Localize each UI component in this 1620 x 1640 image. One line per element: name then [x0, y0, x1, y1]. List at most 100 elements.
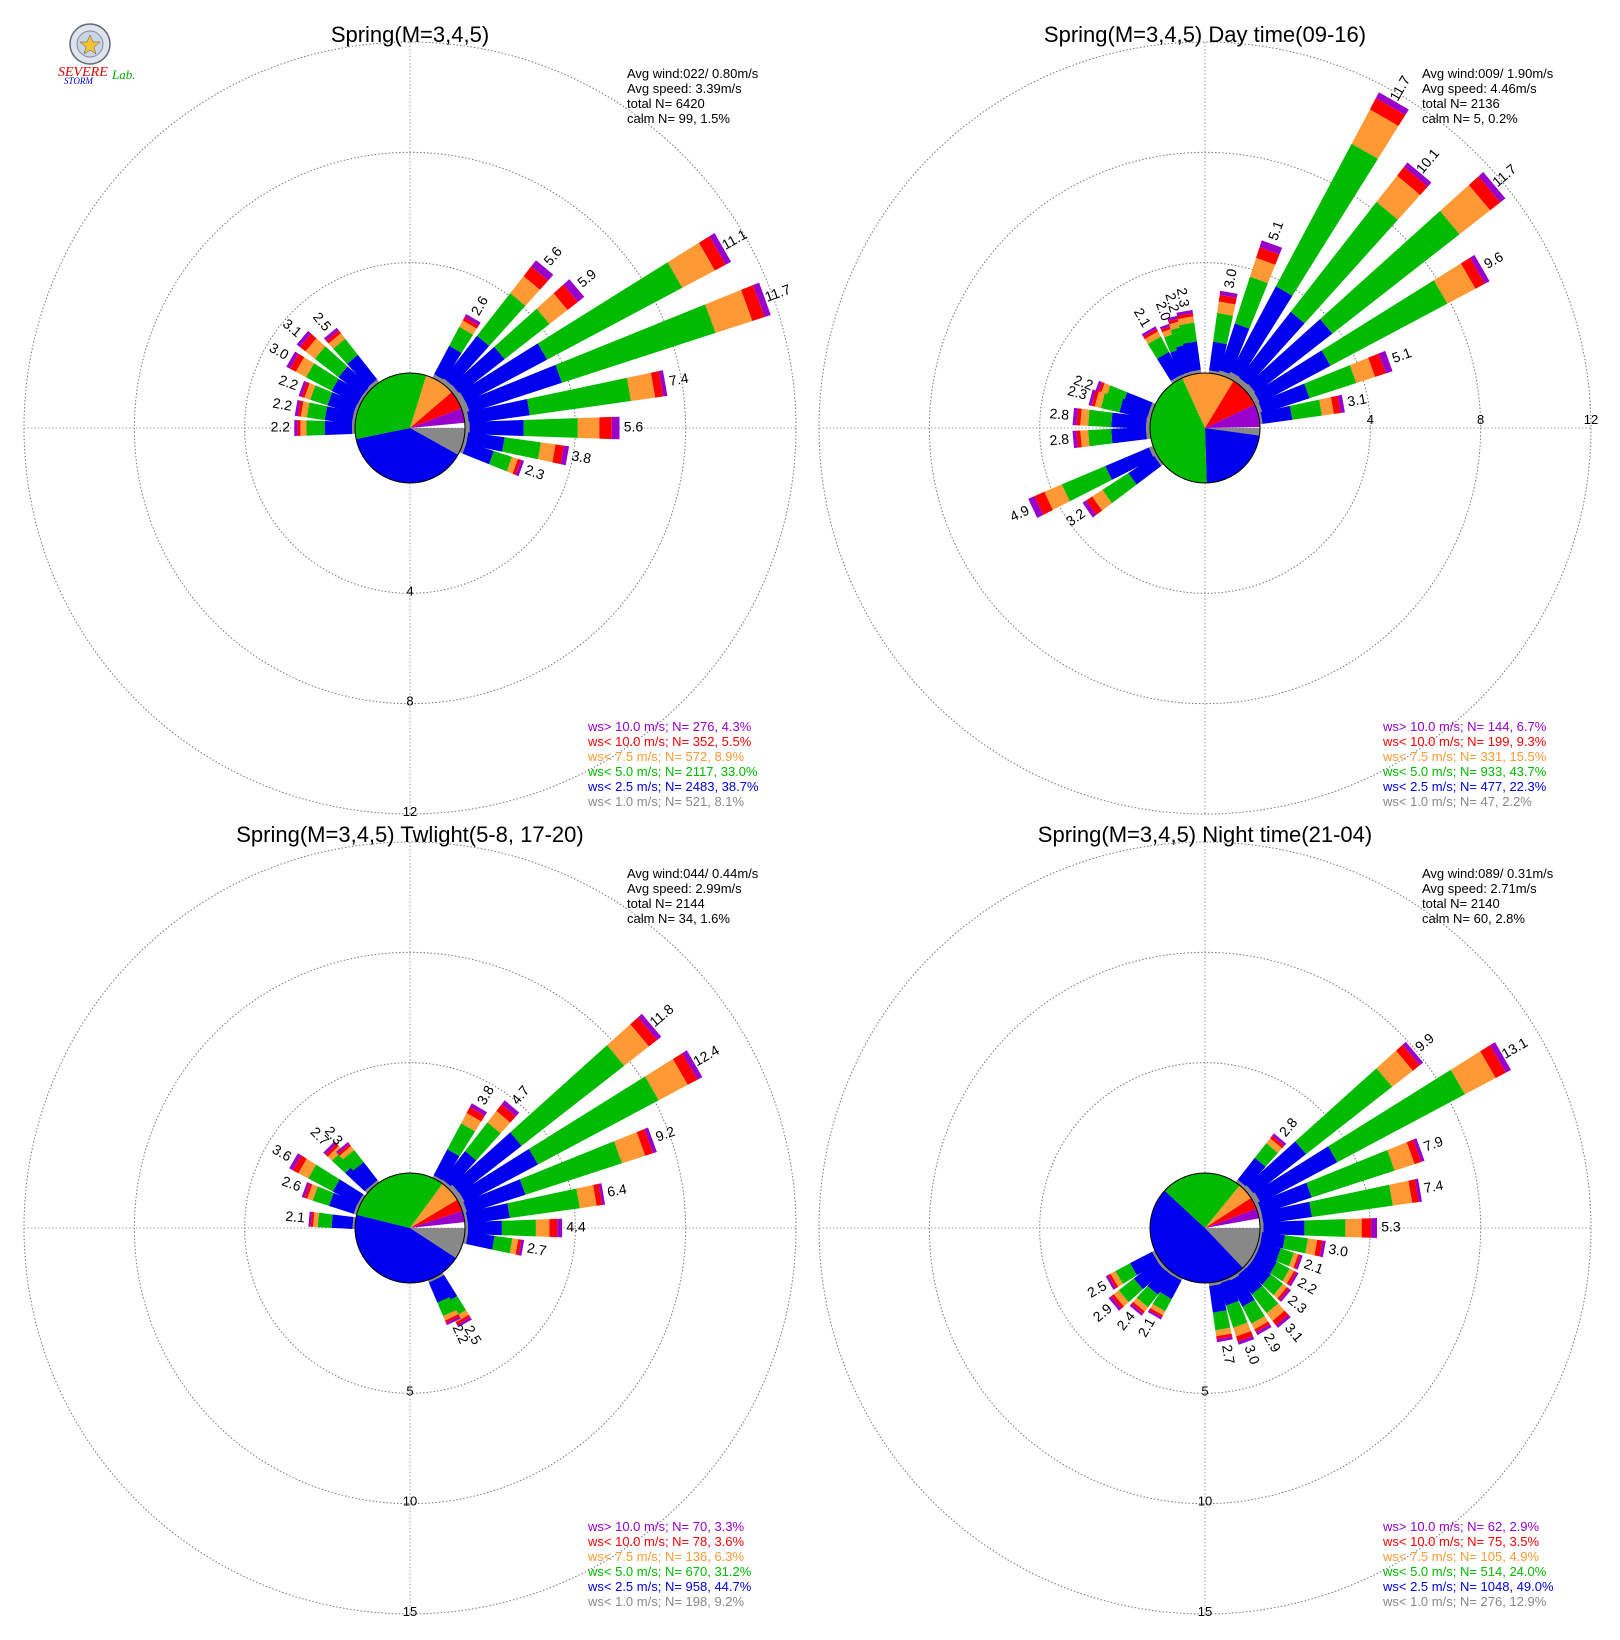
spoke-90-ws_lt7_5	[1345, 1218, 1362, 1238]
spoke-70-ws_gt10	[753, 282, 771, 317]
spoke-label: 3.0	[1242, 1343, 1264, 1367]
spoke-50-ws_lt10	[630, 1017, 658, 1047]
spoke-110-ws_lt1	[1254, 1241, 1261, 1254]
spoke-90-ws_lt1	[465, 1222, 468, 1234]
spoke-label: 3.0	[1327, 1241, 1349, 1260]
center-sector-ws_lt10	[1205, 381, 1255, 428]
spoke-40-ws_gt10	[1272, 1133, 1287, 1146]
spoke-30-ws_lt5	[449, 326, 474, 353]
spoke-50-ws_lt5	[1295, 1068, 1393, 1155]
center-sector-ws_lt7_5	[410, 375, 452, 428]
spoke-90-ws_lt10	[549, 1218, 558, 1238]
spoke-label: 2.4	[1113, 1308, 1138, 1333]
spoke-270-ws_lt7_5	[300, 420, 307, 436]
spoke-40-ws_lt5	[465, 1122, 501, 1161]
spoke-150-ws_gt10	[457, 1317, 472, 1328]
legend-ws_lt7_5: ws< 7.5 m/s; N= 572, 8.9%	[587, 749, 745, 764]
ring-label: 4	[406, 583, 413, 598]
spoke-140-ws_gt10	[1275, 1314, 1291, 1328]
spoke-60-ws_lt2_5	[459, 343, 548, 403]
spoke-310-ws_lt5	[314, 346, 348, 378]
center-pie	[354, 1172, 466, 1284]
spoke-60-ws_lt7_5	[667, 242, 715, 288]
spoke-60-ws_lt5	[537, 262, 683, 360]
spoke-275-ws_lt5	[1088, 409, 1113, 428]
ring-label: 15	[1198, 1604, 1212, 1619]
spoke-70-ws_lt1	[459, 1202, 468, 1215]
spoke-90-ws_lt7_5	[535, 1219, 550, 1237]
spoke-label: 5.3	[1381, 1219, 1401, 1235]
center-outline	[1149, 1172, 1261, 1284]
spoke-120-ws_lt10	[1286, 1270, 1297, 1286]
spoke-245-ws_lt7_5	[1044, 484, 1070, 510]
spoke-80-ws_lt7_5	[576, 1185, 597, 1209]
spoke-60-ws_lt5	[1321, 280, 1448, 366]
spoke-150-ws_lt10	[1254, 1321, 1270, 1333]
spoke-290-ws_lt1	[353, 1202, 361, 1215]
spoke-350-ws_lt7_5	[1177, 316, 1195, 326]
spoke-label: 2.2	[277, 372, 301, 394]
stats-line: Avg wind:022/ 0.80m/s	[627, 66, 759, 81]
spoke-30-ws_gt10	[1375, 92, 1409, 115]
spoke-80-ws_lt2_5	[465, 1203, 510, 1224]
spoke-70-ws_lt10	[636, 1129, 653, 1156]
spoke-230-ws_lt2_5	[1133, 1260, 1165, 1290]
spoke-70-ws_lt2_5	[465, 364, 562, 413]
spoke-40-ws_lt1	[1235, 1179, 1247, 1190]
spoke-60-ws_lt10	[1460, 257, 1485, 289]
spoke-20-ws_lt2_5	[1219, 323, 1250, 375]
spoke-290-ws_lt2_5	[327, 392, 358, 414]
spoke-280-ws_lt7_5	[300, 401, 310, 418]
center-sector-ws_lt2_5	[356, 428, 458, 483]
stats-line: calm N= 60, 2.8%	[1422, 911, 1525, 926]
spoke-110-ws_lt7_5	[1289, 1252, 1299, 1268]
spoke-30-ws_lt2_5	[1230, 286, 1293, 378]
spoke-330-ws_lt1	[1170, 374, 1183, 384]
legend-ws_lt10: ws< 10.0 m/s; N= 352, 5.5%	[587, 734, 752, 749]
spoke-130-ws_lt7_5	[1273, 1283, 1287, 1299]
spoke-50-ws_lt7_5	[1440, 185, 1491, 235]
spoke-350-ws_lt10	[1177, 313, 1194, 319]
spoke-label: 2.6	[280, 1173, 304, 1195]
spoke-label: 4.7	[508, 1082, 533, 1107]
spoke-70-ws_lt1	[1254, 1202, 1262, 1215]
spoke-80-ws_lt7_5	[1319, 397, 1334, 416]
spoke-160-ws_lt5	[1226, 1301, 1248, 1328]
legend-ws_lt7_5: ws< 7.5 m/s; N= 105, 4.9%	[1382, 1549, 1540, 1564]
spoke-130-ws_lt10	[1277, 1287, 1289, 1301]
spoke-110-ws_lt5	[1276, 1248, 1294, 1267]
spoke-80-ws_lt2_5	[467, 399, 530, 424]
spoke-210-ws_gt10	[1147, 1310, 1162, 1320]
spoke-60-ws_lt2_5	[1254, 350, 1331, 404]
spoke-label: 2.7	[1219, 1343, 1238, 1365]
center-sector-ws_lt2_5	[1149, 1190, 1243, 1284]
spoke-320-ws_lt7_5	[339, 1146, 355, 1160]
spoke-40-ws_lt7_5	[510, 276, 540, 306]
spoke-230-ws_lt5	[1118, 1278, 1143, 1303]
center-sector-ws_lt5	[1149, 377, 1207, 484]
center-outline	[354, 1172, 466, 1284]
spoke-50-ws_lt2_5	[1246, 1141, 1307, 1195]
spoke-40-ws_gt10	[501, 1100, 520, 1117]
spoke-label: 12.4	[690, 1042, 722, 1070]
spoke-110-ws_lt2_5	[462, 442, 494, 465]
spoke-155-ws_lt5	[437, 1297, 457, 1317]
spoke-100-ws_lt1	[463, 431, 469, 444]
spoke-50-ws_lt2_5	[452, 346, 505, 395]
spoke-100-ws_gt10	[560, 445, 570, 466]
spoke-120-ws_lt1	[1249, 1250, 1258, 1262]
spoke-40-ws_lt7_5	[487, 1110, 511, 1134]
legend-ws_lt2_5: ws< 2.5 m/s; N= 477, 22.3%	[1382, 779, 1547, 794]
spoke-150-ws_lt10	[455, 1314, 471, 1325]
spoke-80-ws_lt1	[463, 1212, 468, 1225]
spoke-265-ws_lt10	[1076, 430, 1082, 448]
spoke-20-ws_lt1	[1218, 370, 1231, 379]
spoke-label: 3.8	[570, 447, 592, 466]
legend-ws_lt2_5: ws< 2.5 m/s; N= 1048, 49.0%	[1382, 1579, 1554, 1594]
spoke-70-ws_lt7_5	[705, 289, 753, 333]
spoke-label: 2.1	[1302, 1255, 1326, 1277]
spoke-label: 2.0	[1153, 299, 1175, 323]
spoke-label: 2.7	[526, 1239, 548, 1258]
spoke-270-ws_lt2_5	[324, 421, 352, 435]
